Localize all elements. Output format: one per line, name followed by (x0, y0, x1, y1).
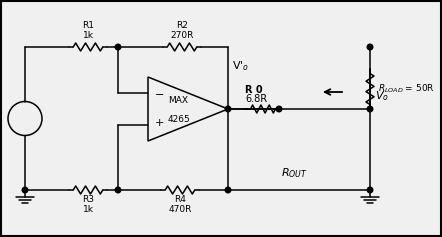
Text: R 0: R 0 (245, 85, 263, 95)
Text: $V_o$: $V_o$ (375, 89, 389, 103)
Text: $R_{LOAD}$ = 50R: $R_{LOAD}$ = 50R (378, 83, 435, 95)
Text: $R_{OUT}$: $R_{OUT}$ (281, 166, 307, 180)
Text: MAX: MAX (168, 96, 188, 105)
Text: R1
1k: R1 1k (82, 21, 94, 40)
Text: V'$_o$: V'$_o$ (232, 59, 249, 73)
Circle shape (367, 44, 373, 50)
Circle shape (22, 187, 28, 193)
Text: R2
270R: R2 270R (170, 21, 194, 40)
Text: 6.8R: 6.8R (245, 94, 267, 104)
Circle shape (115, 44, 121, 50)
Circle shape (276, 106, 282, 112)
Text: R3
1k: R3 1k (82, 195, 94, 214)
Circle shape (225, 187, 231, 193)
Text: +: + (155, 118, 164, 128)
Text: R4
470R: R4 470R (168, 195, 192, 214)
Circle shape (367, 187, 373, 193)
Text: −: − (155, 90, 164, 100)
Circle shape (225, 106, 231, 112)
Text: 4265: 4265 (168, 115, 191, 124)
Circle shape (367, 106, 373, 112)
Circle shape (115, 187, 121, 193)
